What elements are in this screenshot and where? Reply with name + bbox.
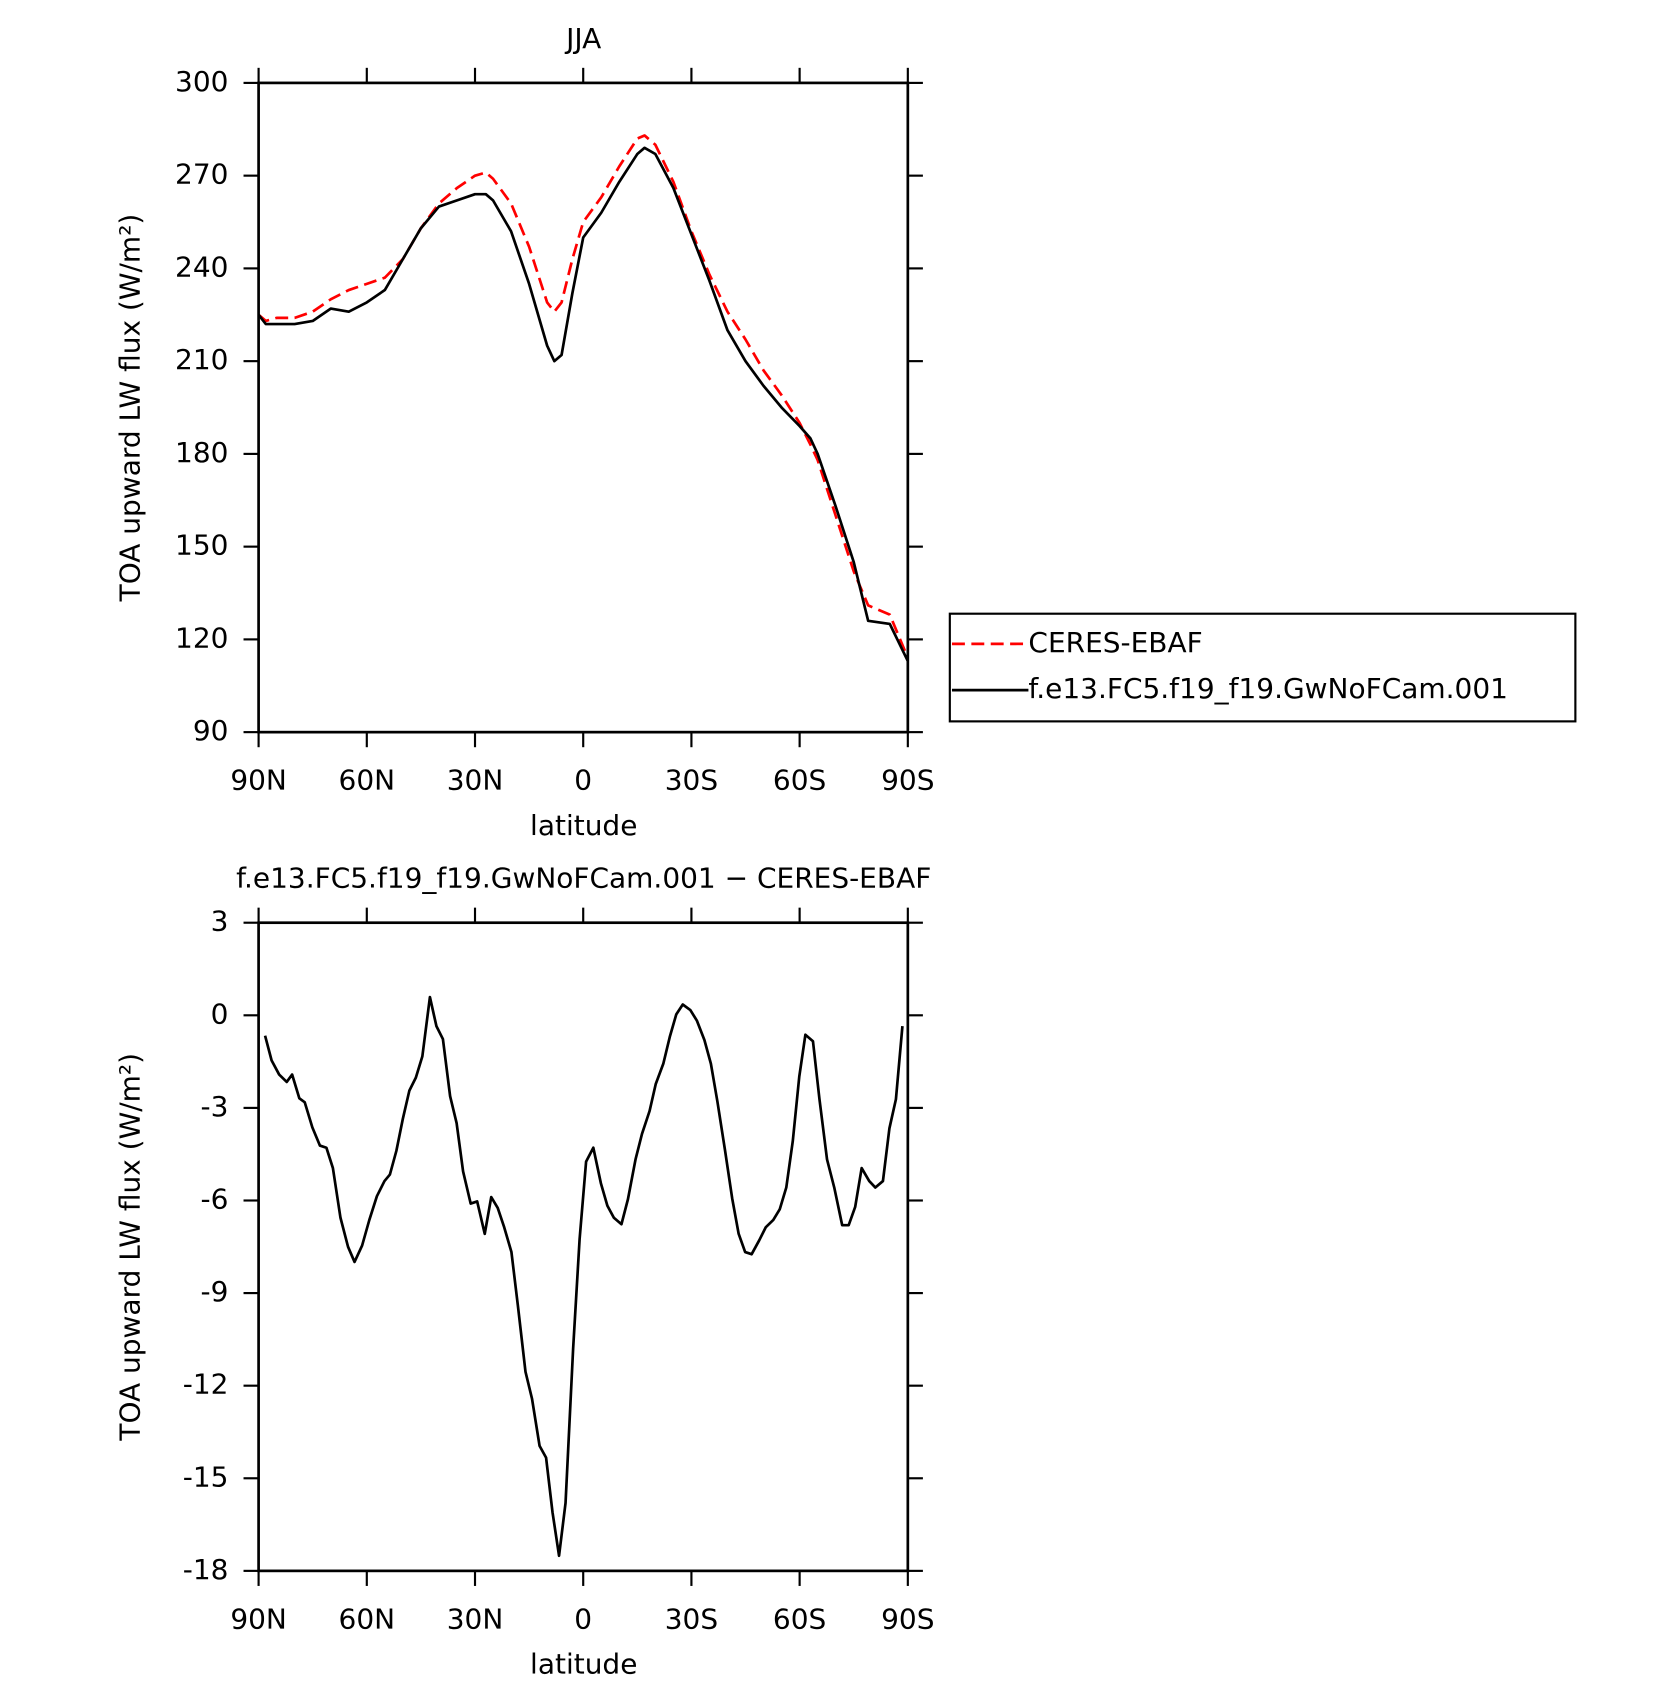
x-tick-label: 60N [339,764,396,797]
data-line [257,146,910,662]
x-tick-label: 60S [773,1602,826,1635]
x-tick-label: 60N [339,1602,396,1635]
x-tick-label: 30S [665,1602,718,1635]
y-tick-label: -12 [183,1368,229,1401]
chart-title: JJA [564,22,601,55]
data-line [263,995,904,1558]
x-tick-label: 0 [574,764,592,797]
x-tick-label: 90S [881,1602,934,1635]
y-tick-label: -15 [183,1460,229,1493]
y-tick-label: 180 [175,436,228,469]
x-tick-label: 30N [447,764,504,797]
x-tick-label: 90N [230,764,287,797]
y-tick-label: 270 [175,158,228,191]
legend-box [948,612,1577,723]
chart-title: f.e13.FC5.f19_f19.GwNoFCam.001 − CERES-E… [236,862,931,895]
x-axis-label: latitude [530,809,637,842]
y-tick-label: -3 [201,1090,229,1123]
y-axis-label: TOA upward LW flux (W/m²) [114,1053,147,1442]
x-tick-label: 30N [447,1602,504,1635]
x-tick-label: 60S [773,764,826,797]
y-tick-label: 3 [211,905,229,938]
plot-frame [257,921,910,1573]
data-line [257,134,910,659]
x-tick-label: 0 [574,1602,592,1635]
y-tick-label: 120 [175,621,228,654]
x-axis-label: latitude [530,1648,637,1681]
y-axis-label: TOA upward LW flux (W/m²) [114,214,147,603]
x-tick-label: 90N [230,1602,287,1635]
y-tick-label: 90 [193,714,229,747]
plot-frame [257,81,910,734]
legend-label: f.e13.FC5.f19_f19.GwNoFCam.001 [1028,672,1508,705]
y-tick-label: 240 [175,250,228,283]
y-tick-label: -18 [183,1553,229,1586]
y-tick-label: 300 [175,65,228,98]
y-tick-label: 0 [211,997,229,1030]
y-tick-label: -6 [201,1182,229,1215]
y-tick-label: 210 [175,343,228,376]
y-tick-label: -9 [201,1275,229,1308]
x-tick-label: 30S [665,764,718,797]
y-tick-label: 150 [175,529,228,562]
legend-label: CERES-EBAF [1028,626,1202,659]
x-tick-label: 90S [881,764,934,797]
